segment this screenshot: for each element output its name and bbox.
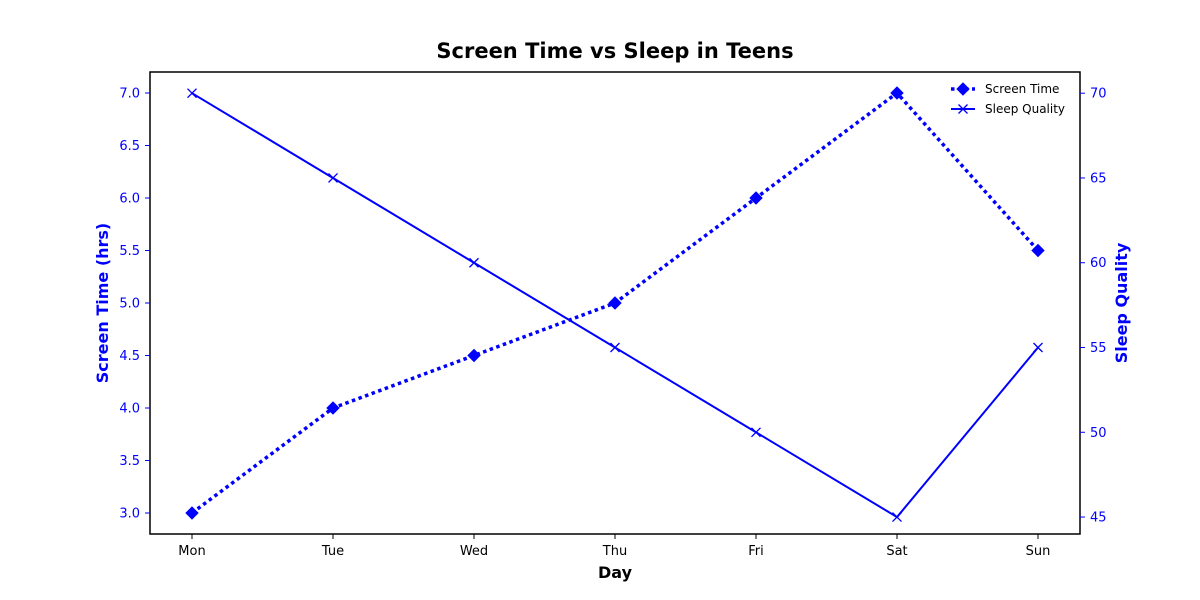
- legend: Screen Time Sleep Quality: [951, 82, 1065, 116]
- y-right-tick-label: 50: [1090, 426, 1107, 441]
- x-tick-label: Mon: [178, 544, 205, 559]
- y-left-tick-label: 3.5: [119, 454, 140, 469]
- data-point: [610, 342, 620, 353]
- data-point: [1033, 342, 1043, 353]
- y-right-tick-label: 70: [1090, 87, 1107, 102]
- y-left-tick-label: 4.0: [119, 402, 140, 417]
- data-point-stroke: [328, 173, 338, 183]
- data-point: [749, 191, 763, 205]
- y-left-tick-label: 3.0: [119, 507, 140, 522]
- y-left-tick-label: 5.0: [119, 297, 140, 312]
- data-point-stroke: [187, 88, 197, 99]
- data-point: [185, 506, 199, 520]
- y-right-tick-label: 60: [1090, 256, 1107, 271]
- data-point: [1031, 243, 1045, 258]
- legend-label: Screen Time: [985, 82, 1059, 96]
- x-tick-label: Thu: [602, 544, 627, 559]
- data-point-stroke: [610, 342, 620, 353]
- chart-title: Screen Time vs Sleep in Teens: [436, 39, 793, 63]
- data-point: [326, 401, 340, 415]
- series-screen-time: [185, 86, 1045, 520]
- x-tick-label: Wed: [460, 544, 488, 559]
- x-tick-label: Fri: [748, 544, 764, 559]
- data-point-stroke: [1033, 342, 1043, 353]
- data-point: [956, 82, 970, 96]
- x-tick-label: Sat: [886, 544, 907, 559]
- y-left-tick-label: 6.5: [119, 139, 140, 154]
- x-axis-label: Day: [598, 563, 633, 582]
- y-axis-left-label: Screen Time (hrs): [93, 223, 112, 383]
- y-right-tick-label: 55: [1090, 341, 1107, 356]
- y-left-tick-label: 5.5: [119, 244, 140, 259]
- y-axis-right-label: Sleep Quality: [1112, 242, 1131, 363]
- data-point-stroke: [958, 104, 968, 114]
- legend-label: Sleep Quality: [985, 102, 1065, 116]
- y-right-tick-label: 45: [1090, 511, 1107, 526]
- data-point: [892, 512, 902, 523]
- x-tick-label: Sun: [1026, 544, 1051, 559]
- data-point: [328, 173, 338, 183]
- data-point-stroke: [469, 257, 479, 268]
- data-point: [467, 348, 481, 363]
- y-right-tick-label: 65: [1090, 171, 1107, 186]
- y-left-tick-label: 4.5: [119, 349, 140, 364]
- x-tick-label: Tue: [321, 544, 344, 559]
- y-left-tick-label: 7.0: [119, 87, 140, 102]
- y-left-tick-label: 6.0: [119, 192, 140, 207]
- data-point: [608, 296, 622, 310]
- data-point-stroke: [892, 512, 902, 523]
- data-point: [751, 427, 761, 438]
- series-sleep-quality: [187, 88, 1043, 523]
- data-point: [890, 86, 904, 100]
- data-point-stroke: [751, 427, 761, 438]
- data-point: [187, 88, 197, 99]
- data-point: [469, 257, 479, 268]
- data-point: [958, 104, 968, 114]
